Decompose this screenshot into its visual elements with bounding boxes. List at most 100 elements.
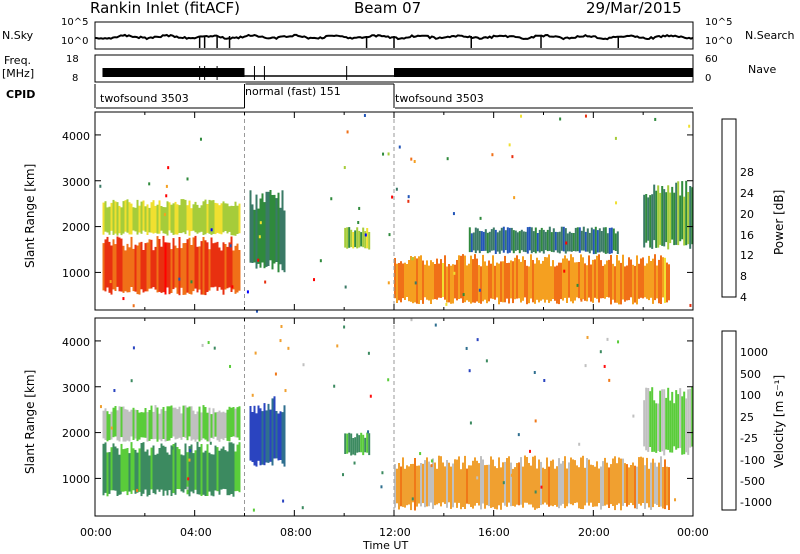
power-echo-region-4 — [638, 263, 640, 299]
velocity-scatter-echo — [411, 497, 414, 501]
velocity-echo-region-4 — [430, 464, 432, 503]
velocity-echo-region-4 — [436, 468, 438, 505]
velocity-echo-region-4 — [464, 455, 466, 509]
power-scatter-echo — [210, 228, 213, 232]
power-echo-region-4 — [498, 263, 500, 305]
velocity-echo-region-4 — [644, 465, 646, 509]
velocity-echo-region-0 — [166, 452, 169, 496]
power-scatter-echo — [462, 293, 465, 297]
power-echo-region-6 — [657, 185, 660, 248]
power-echo-region-0 — [138, 242, 141, 295]
power-echo-region-1 — [108, 206, 111, 235]
velocity-echo-region-5 — [669, 400, 672, 453]
velocity-echo-region-0 — [216, 447, 219, 492]
velocity-scatter-echo — [119, 491, 122, 495]
velocity-echo-region-4 — [592, 465, 594, 507]
power-echo-region-5 — [598, 228, 601, 253]
power-echo-region-6 — [687, 192, 690, 245]
power-ytick-2000: 2000 — [62, 221, 90, 234]
velocity-echo-region-2 — [259, 408, 262, 466]
power-echo-region-4 — [602, 265, 604, 299]
power-echo-region-4 — [488, 260, 490, 302]
nsky-tick-high: 10^5 — [61, 17, 89, 28]
power-echo-region-6 — [691, 187, 694, 245]
velocity-echo-region-1 — [210, 414, 213, 438]
power-echo-region-1 — [212, 200, 215, 234]
velocity-echo-region-1 — [142, 412, 145, 438]
velocity-echo-region-1 — [166, 406, 169, 441]
velocity-scatter-echo — [279, 339, 282, 343]
power-echo-region-5 — [538, 229, 541, 253]
power-echo-region-4 — [628, 257, 630, 301]
velocity-echo-region-0 — [204, 450, 207, 496]
power-echo-region-1 — [126, 199, 129, 233]
power-echo-region-4 — [624, 266, 626, 302]
power-echo-region-5 — [590, 227, 593, 251]
power-echo-region-4 — [556, 265, 558, 304]
power-echo-region-3 — [358, 230, 361, 248]
velocity-echo-region-0 — [190, 444, 193, 492]
velocity-scatter-echo — [410, 318, 413, 322]
velocity-echo-region-0 — [138, 448, 141, 492]
velocity-scatter-echo — [186, 486, 189, 490]
velocity-scatter-echo — [333, 384, 336, 388]
power-echo-region-1 — [184, 199, 187, 235]
freq-unit: [MHz] — [2, 67, 35, 80]
power-echo-region-0 — [228, 242, 231, 288]
power-echo-region-4 — [494, 265, 496, 300]
power-scatter-echo — [563, 269, 566, 273]
velocity-echo-region-0 — [104, 442, 107, 493]
velocity-echo-region-4 — [460, 469, 462, 510]
velocity-scatter-echo — [189, 449, 192, 453]
nsearch-tick-high: 10^5 — [705, 17, 733, 28]
velocity-echo-region-0 — [132, 448, 135, 491]
power-echo-region-0 — [154, 246, 157, 290]
velocity-echo-region-4 — [456, 459, 458, 508]
velocity-echo-region-4 — [524, 455, 526, 503]
power-echo-region-5 — [574, 227, 577, 252]
velocity-scatter-echo — [110, 426, 113, 430]
power-echo-region-4 — [468, 263, 470, 302]
velocity-cbar-tick-neg100: -100 — [740, 454, 765, 467]
freq-block-1 — [102, 68, 245, 77]
power-echo-region-5 — [520, 229, 523, 251]
velocity-echo-region-0 — [224, 450, 227, 490]
power-echo-region-5 — [602, 227, 605, 253]
power-echo-region-4 — [654, 254, 656, 301]
velocity-ylabel: Slant Range [km] — [23, 369, 37, 474]
power-echo-region-4 — [464, 255, 466, 303]
power-scatter-echo — [520, 114, 523, 118]
power-echo-region-5 — [500, 227, 503, 251]
power-echo-region-4 — [524, 260, 526, 298]
velocity-echo-region-0 — [202, 452, 205, 495]
velocity-echo-region-4 — [618, 457, 620, 504]
power-scatter-echo — [391, 195, 394, 199]
velocity-echo-region-1 — [104, 408, 107, 440]
power-scatter-echo — [258, 235, 261, 239]
velocity-echo-region-0 — [154, 454, 157, 495]
velocity-echo-region-4 — [642, 457, 644, 503]
power-scatter-echo — [580, 298, 583, 302]
velocity-echo-region-1 — [136, 410, 139, 442]
velocity-echo-region-4 — [540, 461, 542, 506]
velocity-echo-region-0 — [108, 452, 111, 494]
velocity-echo-region-4 — [422, 463, 424, 504]
velocity-echo-region-4 — [440, 456, 442, 507]
velocity-echo-region-0 — [112, 443, 115, 491]
power-echo-region-2 — [271, 195, 274, 270]
power-echo-region-1 — [238, 203, 241, 234]
power-echo-region-4 — [502, 261, 504, 303]
power-echo-region-4 — [412, 257, 414, 304]
power-ytick-1000: 1000 — [62, 267, 90, 280]
power-echo-region-0 — [236, 243, 239, 293]
velocity-scatter-echo — [274, 372, 277, 376]
power-echo-region-5 — [486, 232, 489, 254]
velocity-echo-region-1 — [138, 412, 141, 440]
velocity-echo-region-1 — [192, 410, 195, 440]
power-echo-region-3 — [346, 227, 349, 249]
power-echo-region-5 — [544, 231, 547, 251]
power-echo-region-0 — [194, 235, 197, 289]
power-echo-region-5 — [510, 227, 513, 251]
power-echo-region-0 — [158, 239, 161, 292]
velocity-echo-region-4 — [554, 468, 556, 505]
